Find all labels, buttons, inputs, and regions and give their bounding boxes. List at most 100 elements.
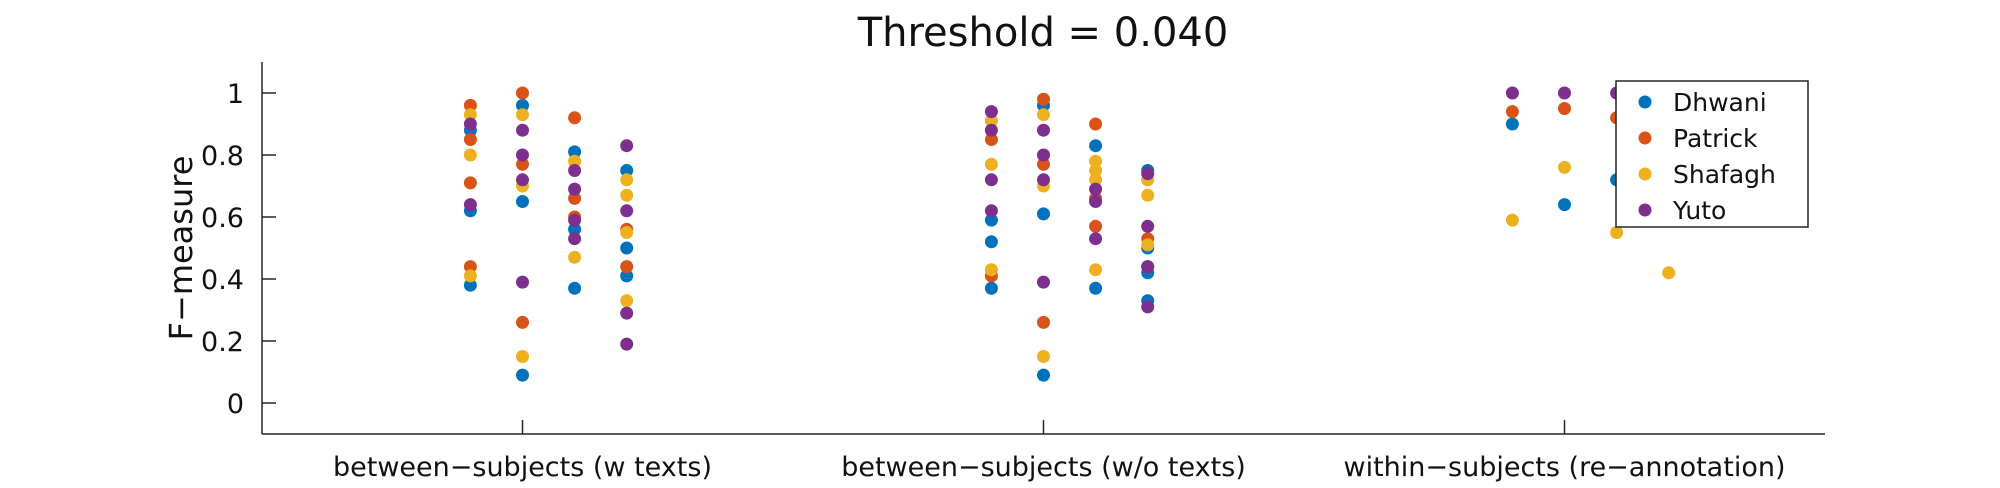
data-point	[984, 123, 998, 137]
x-ticks: between−subjects (w texts) between−subjec…	[333, 420, 1785, 483]
data-point	[1089, 164, 1103, 177]
data-point	[620, 294, 634, 308]
data-point	[1610, 226, 1624, 239]
data-point	[984, 281, 998, 295]
data-point	[516, 275, 529, 289]
data-point	[568, 213, 582, 227]
data-point	[1037, 350, 1050, 363]
y-ticks: 0 0.2 0.4 0.6 0.8 1	[201, 79, 276, 420]
data-point	[516, 195, 529, 208]
data-point	[1037, 157, 1050, 171]
data-point	[620, 204, 634, 218]
data-point	[1505, 86, 1519, 100]
data-point	[1558, 102, 1571, 115]
data-point	[620, 260, 634, 274]
data-point	[1037, 173, 1050, 187]
y-axis-label: F−measure	[162, 156, 200, 341]
data-point	[516, 148, 529, 162]
data-point	[568, 222, 582, 236]
data-point	[1505, 117, 1519, 131]
data-point	[568, 191, 582, 205]
data-point	[1558, 86, 1571, 100]
data-point	[463, 108, 477, 122]
data-point	[1089, 139, 1103, 153]
data-points	[463, 86, 1676, 382]
data-point	[620, 188, 634, 202]
data-point	[1037, 275, 1050, 289]
data-point	[568, 154, 582, 168]
data-point	[516, 123, 529, 137]
data-point	[620, 226, 634, 239]
data-point	[516, 315, 529, 329]
legend-label: Dhwani	[1673, 88, 1767, 117]
data-point	[620, 337, 634, 351]
data-point	[1037, 148, 1050, 162]
data-point	[463, 176, 477, 190]
y-tick-label: 0	[227, 389, 244, 420]
data-point	[1141, 260, 1155, 274]
y-tick-label: 0.6	[201, 203, 244, 234]
data-point	[1037, 92, 1050, 106]
data-point	[1037, 207, 1050, 221]
data-point	[1089, 281, 1103, 295]
data-point	[568, 111, 582, 125]
data-point	[1141, 219, 1155, 233]
data-point	[984, 133, 998, 146]
data-point	[1037, 315, 1050, 329]
data-point	[1037, 368, 1050, 382]
x-tick-label: between−subjects (w/o texts)	[841, 452, 1246, 483]
y-tick-label: 0.4	[201, 265, 244, 296]
data-point	[984, 157, 998, 171]
data-point	[1089, 195, 1103, 208]
data-point	[463, 133, 477, 146]
data-point	[1662, 266, 1676, 280]
data-point	[568, 281, 582, 295]
y-tick-label: 0.8	[201, 141, 244, 172]
data-point	[568, 250, 582, 264]
data-point	[463, 260, 477, 274]
data-point	[463, 98, 477, 112]
y-tick-label: 0.2	[201, 327, 244, 358]
data-point	[516, 98, 529, 112]
data-point	[463, 198, 477, 212]
series-yuto	[463, 86, 1676, 351]
data-point	[568, 182, 582, 196]
data-point	[516, 108, 529, 122]
legend-marker	[1638, 167, 1652, 181]
y-tick-label: 1	[227, 79, 244, 110]
legend-label: Yuto	[1672, 196, 1726, 225]
legend-marker	[1638, 203, 1652, 217]
data-point	[1505, 213, 1519, 227]
data-point	[620, 139, 634, 153]
data-point	[1089, 154, 1103, 168]
legend: Dhwani Patrick Shafagh Yuto	[1615, 80, 1809, 228]
data-point	[516, 157, 529, 171]
data-point	[516, 173, 529, 187]
data-point	[620, 306, 634, 320]
data-point	[463, 269, 477, 283]
data-point	[1558, 198, 1571, 212]
data-point	[1089, 182, 1103, 196]
data-point	[568, 232, 582, 246]
data-point	[984, 173, 998, 187]
legend-marker	[1638, 95, 1652, 109]
data-point	[620, 173, 634, 187]
data-point	[620, 241, 634, 255]
data-point	[516, 368, 529, 382]
data-point	[568, 145, 582, 159]
data-point	[1558, 160, 1571, 174]
data-point	[1037, 108, 1050, 122]
data-point	[1141, 238, 1155, 252]
data-point	[1505, 105, 1519, 119]
data-point	[620, 269, 634, 283]
data-point	[1037, 123, 1050, 137]
data-point	[1089, 263, 1103, 277]
data-point	[516, 350, 529, 363]
data-point	[463, 278, 477, 292]
data-point	[1089, 232, 1103, 246]
legend-label: Shafagh	[1673, 160, 1776, 189]
legend-label: Patrick	[1673, 124, 1758, 153]
data-point	[1089, 173, 1103, 187]
